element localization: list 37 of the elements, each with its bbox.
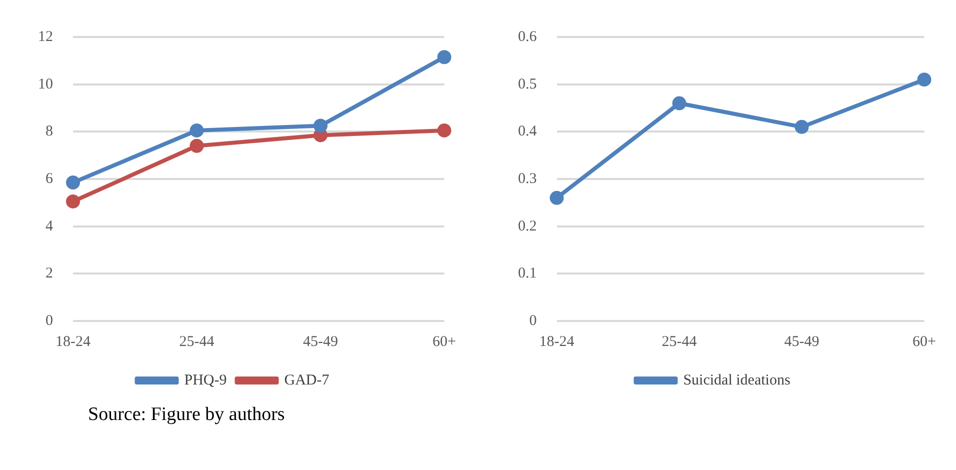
point: [437, 50, 452, 64]
source-note: Source: Figure by authors: [88, 404, 286, 426]
point: [66, 194, 80, 208]
y-tick-label: 10: [38, 76, 53, 92]
point: [314, 118, 328, 133]
y-tick-label: 6: [46, 170, 54, 187]
y-tick-label: 8: [46, 124, 53, 140]
y-tick-label: 0.4: [518, 124, 538, 140]
point: [550, 190, 564, 205]
y-tick-label: 0.3: [518, 170, 537, 187]
legend-label: PHQ-9: [184, 372, 227, 388]
point: [917, 72, 932, 87]
x-tick-label: 45-49: [784, 334, 820, 350]
x-tick-label: 18-24: [539, 334, 575, 350]
point: [190, 123, 204, 138]
x-tick-label: 25-44: [179, 334, 215, 350]
y-tick-label: 0: [46, 312, 53, 329]
x-tick-label: 25-44: [662, 334, 698, 350]
y-tick-label: 0: [529, 312, 537, 329]
point: [190, 138, 204, 153]
y-tick-label: 0.6: [518, 28, 538, 45]
y-tick-label: 2: [46, 266, 53, 282]
point: [66, 176, 80, 190]
x-tick-label: 45-49: [303, 334, 338, 350]
y-tick-label: 0.1: [518, 266, 537, 282]
legend-label: GAD-7: [284, 372, 330, 388]
y-tick-label: 0.2: [518, 218, 537, 234]
legend-label: Suicidal ideations: [683, 372, 790, 388]
point: [672, 96, 686, 110]
y-tick-label: 4: [46, 218, 54, 234]
x-tick-label: 18-24: [56, 334, 91, 350]
y-tick-label: 0.5: [518, 76, 537, 92]
x-tick-label: 60+: [912, 334, 936, 350]
x-tick-label: 60+: [432, 334, 456, 350]
y-tick-label: 12: [38, 28, 53, 45]
point: [794, 120, 809, 134]
point: [437, 123, 452, 138]
